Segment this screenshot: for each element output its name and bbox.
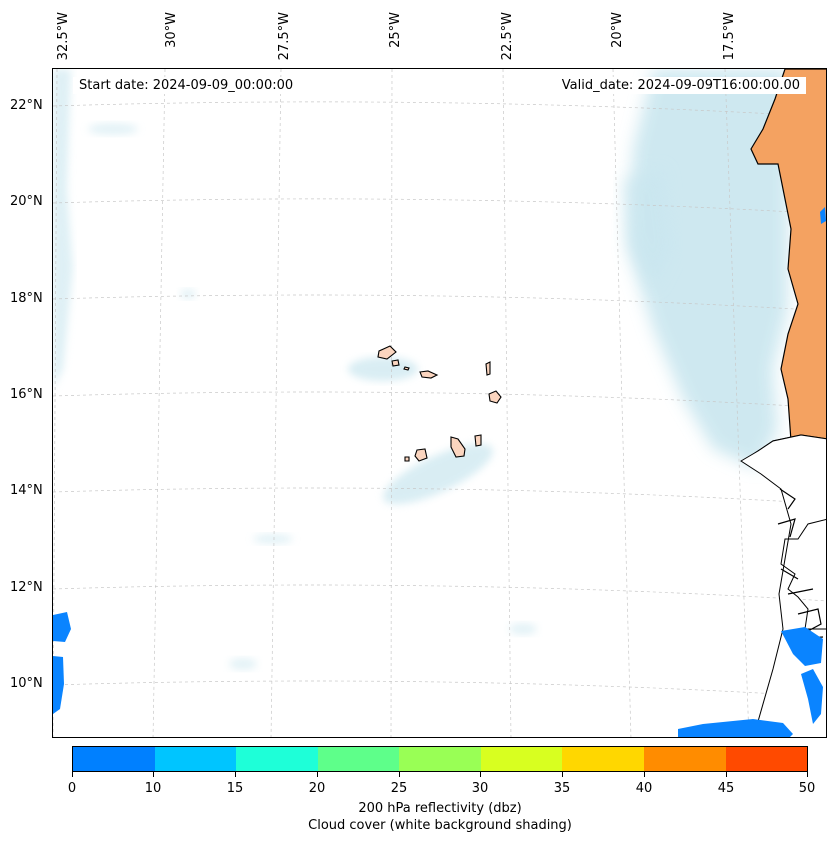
colorbar-tick-10 bbox=[153, 772, 154, 777]
island-santo-antao bbox=[377, 345, 397, 360]
island-fogo bbox=[414, 448, 428, 462]
colorbar-tick-35 bbox=[562, 772, 563, 777]
cloud-patch-4 bbox=[509, 623, 537, 635]
lat-label-18n: 18°N bbox=[10, 291, 43, 306]
reflectivity-patch-south bbox=[678, 719, 793, 737]
colorbar-title: 200 hPa reflectivity (dbz) bbox=[358, 801, 522, 816]
cloud-patch-5 bbox=[253, 534, 293, 544]
island-santa-luzia bbox=[403, 366, 410, 371]
lat-label-10n: 10°N bbox=[10, 676, 43, 691]
colorbar-label-35: 35 bbox=[553, 781, 571, 796]
colorbar-tick-45 bbox=[726, 772, 727, 777]
island-sao-vicente bbox=[391, 359, 400, 367]
cape-verde-islands bbox=[377, 345, 502, 462]
lon-label-32-5w: 32.5°W bbox=[56, 12, 71, 61]
lon-label-25w: 25°W bbox=[388, 12, 403, 48]
gridline-lat-12n bbox=[53, 584, 826, 602]
island-santiago bbox=[450, 436, 466, 458]
map-panel[interactable]: Start date: 2024-09-09_00:00:00 Valid_da… bbox=[52, 68, 827, 738]
lon-label-22-5w: 22.5°W bbox=[500, 12, 515, 61]
map-canvas bbox=[53, 69, 826, 737]
cloud-west-edge bbox=[53, 69, 73, 389]
reflectivity-patch-west-1 bbox=[53, 612, 71, 642]
cloud-band-east bbox=[628, 69, 788, 469]
colorbar-segment-10-15 bbox=[154, 747, 237, 771]
cloud-patch-1 bbox=[88, 123, 138, 135]
colorbar-subtitle: Cloud cover (white background shading) bbox=[308, 818, 572, 833]
lon-label-20w: 20°W bbox=[610, 12, 625, 48]
gridline-lat-10n bbox=[53, 680, 826, 698]
cloud-patch-2 bbox=[180, 289, 196, 299]
cloud-band-northeast bbox=[623, 169, 673, 289]
colorbar-segment-0-10 bbox=[73, 747, 155, 771]
gridline-lon-27-5w bbox=[270, 69, 282, 737]
colorbar-segment-20-25 bbox=[317, 747, 400, 771]
cloud-islands-north bbox=[348, 357, 418, 381]
reflectivity-patch-east-2 bbox=[801, 669, 823, 724]
gridline-lon-25w bbox=[390, 69, 393, 737]
lat-label-12n: 12°N bbox=[10, 580, 43, 595]
cloud-islands-south bbox=[383, 443, 493, 505]
reflectivity-patch-west-2 bbox=[53, 656, 64, 714]
coastline-detail bbox=[777, 488, 824, 640]
colorbar-segment-45-50 bbox=[725, 747, 808, 771]
lon-label-30w: 30°W bbox=[164, 12, 179, 48]
colorbar-tick-20 bbox=[317, 772, 318, 777]
island-sao-nicolau bbox=[419, 370, 439, 379]
colorbar-segment-15-20 bbox=[236, 747, 318, 771]
reflectivity-patch-east-1 bbox=[781, 627, 823, 666]
colorbar-label-0: 0 bbox=[67, 781, 77, 796]
lat-label-14n: 14°N bbox=[10, 483, 43, 498]
lat-label-16n: 16°N bbox=[10, 387, 43, 402]
cloud-patch-3 bbox=[229, 658, 257, 670]
colorbar-label-40: 40 bbox=[635, 781, 653, 796]
colorbar-label-15: 15 bbox=[226, 781, 244, 796]
reflectivity-patches bbox=[53, 207, 826, 737]
colorbar-label-25: 25 bbox=[390, 781, 408, 796]
gridline-lon-30w bbox=[152, 69, 166, 737]
colorbar-tick-30 bbox=[480, 772, 481, 777]
colorbar-label-10: 10 bbox=[144, 781, 162, 796]
colorbar-tick-50 bbox=[807, 772, 808, 777]
island-boa-vista bbox=[488, 390, 502, 404]
island-sal bbox=[485, 361, 491, 376]
colorbar-label-50: 50 bbox=[798, 781, 816, 796]
gridline-lon-20w bbox=[612, 69, 632, 737]
colorbar-label-30: 30 bbox=[471, 781, 489, 796]
island-maio bbox=[474, 434, 482, 447]
colorbar-label-20: 20 bbox=[308, 781, 326, 796]
gridline-lon-17-5w bbox=[724, 69, 750, 737]
lat-label-20n: 20°N bbox=[10, 194, 43, 209]
colorbar-segment-25-30 bbox=[399, 747, 481, 771]
colorbar-tick-0 bbox=[72, 772, 73, 777]
colorbar bbox=[72, 746, 808, 772]
colorbar-tick-15 bbox=[235, 772, 236, 777]
lat-label-22n: 22°N bbox=[10, 98, 43, 113]
colorbar-segment-30-35 bbox=[480, 747, 563, 771]
colorbar-label-45: 45 bbox=[717, 781, 735, 796]
colorbar-segment-35-40 bbox=[562, 747, 644, 771]
colorbar-tick-40 bbox=[644, 772, 645, 777]
lon-label-17-5w: 17.5°W bbox=[722, 12, 737, 61]
start-date-label: Start date: 2024-09-09_00:00:00 bbox=[73, 77, 300, 94]
colorbar-tick-25 bbox=[399, 772, 400, 777]
colorbar-segment-40-45 bbox=[643, 747, 726, 771]
cloud-cover-shading bbox=[53, 69, 788, 670]
lon-label-27-5w: 27.5°W bbox=[277, 12, 292, 61]
valid-date-label: Valid_date: 2024-09-09T16:00:00.00 bbox=[555, 77, 806, 94]
reflectivity-patch-coast bbox=[820, 207, 826, 224]
gridline-lon-22-5w bbox=[502, 69, 512, 737]
island-brava bbox=[404, 456, 410, 462]
